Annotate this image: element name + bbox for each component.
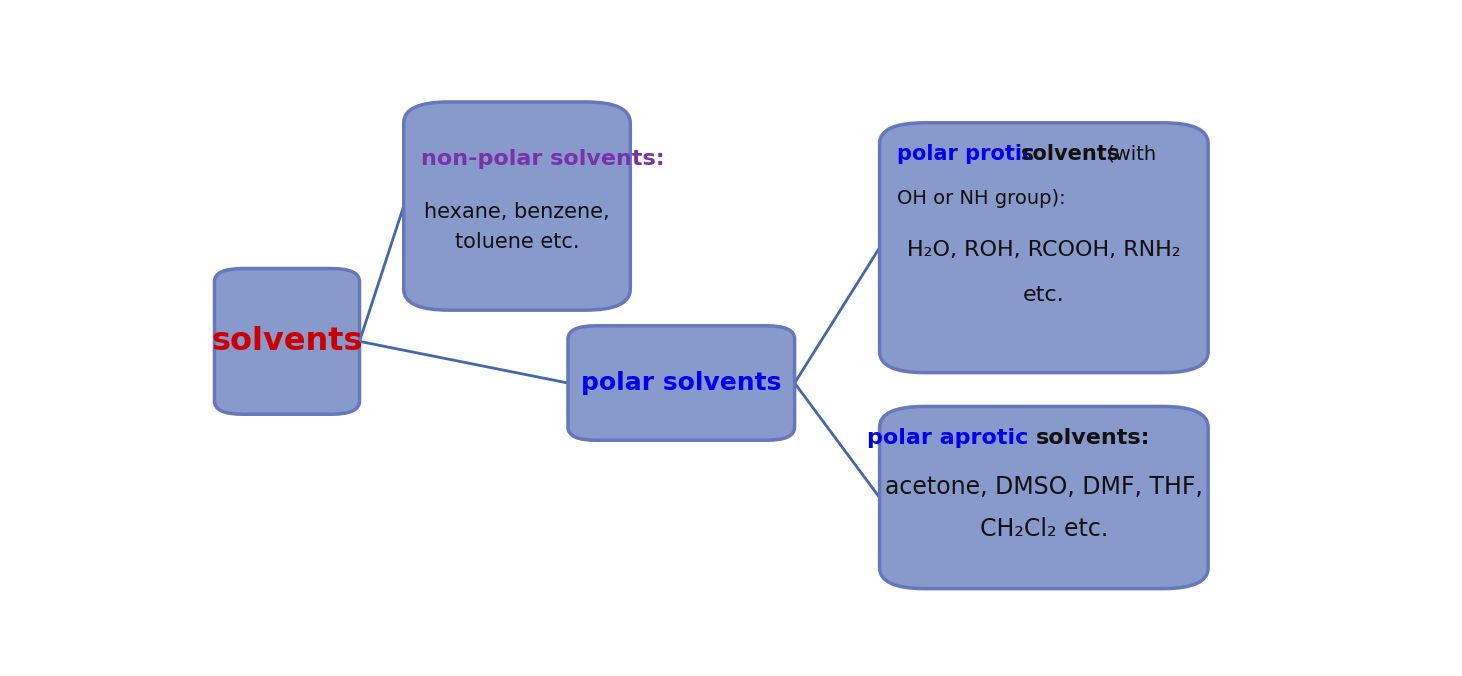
Text: solvents: solvents [211,326,363,357]
Text: non-polar solvents:: non-polar solvents: [421,149,664,169]
Text: solvents: solvents [1020,144,1120,164]
Text: acetone, DMSO, DMF, THF,: acetone, DMSO, DMF, THF, [885,475,1203,499]
Text: (with: (with [1101,145,1155,164]
FancyBboxPatch shape [880,406,1208,589]
Text: solvents:: solvents: [1037,428,1151,448]
Text: polar protic: polar protic [896,144,1041,164]
Text: polar aprotic: polar aprotic [867,428,1037,448]
FancyBboxPatch shape [880,123,1208,372]
Text: OH or NH group):: OH or NH group): [896,189,1066,208]
Text: H₂O, ROH, RCOOH, RNH₂: H₂O, ROH, RCOOH, RNH₂ [906,240,1181,260]
Text: etc.: etc. [1023,285,1064,304]
Text: hexane, benzene,
toluene etc.: hexane, benzene, toluene etc. [424,202,610,251]
FancyBboxPatch shape [215,268,360,414]
FancyBboxPatch shape [567,326,795,440]
Text: polar solvents: polar solvents [580,371,782,395]
Text: CH₂Cl₂ etc.: CH₂Cl₂ etc. [980,516,1108,541]
FancyBboxPatch shape [404,102,630,310]
